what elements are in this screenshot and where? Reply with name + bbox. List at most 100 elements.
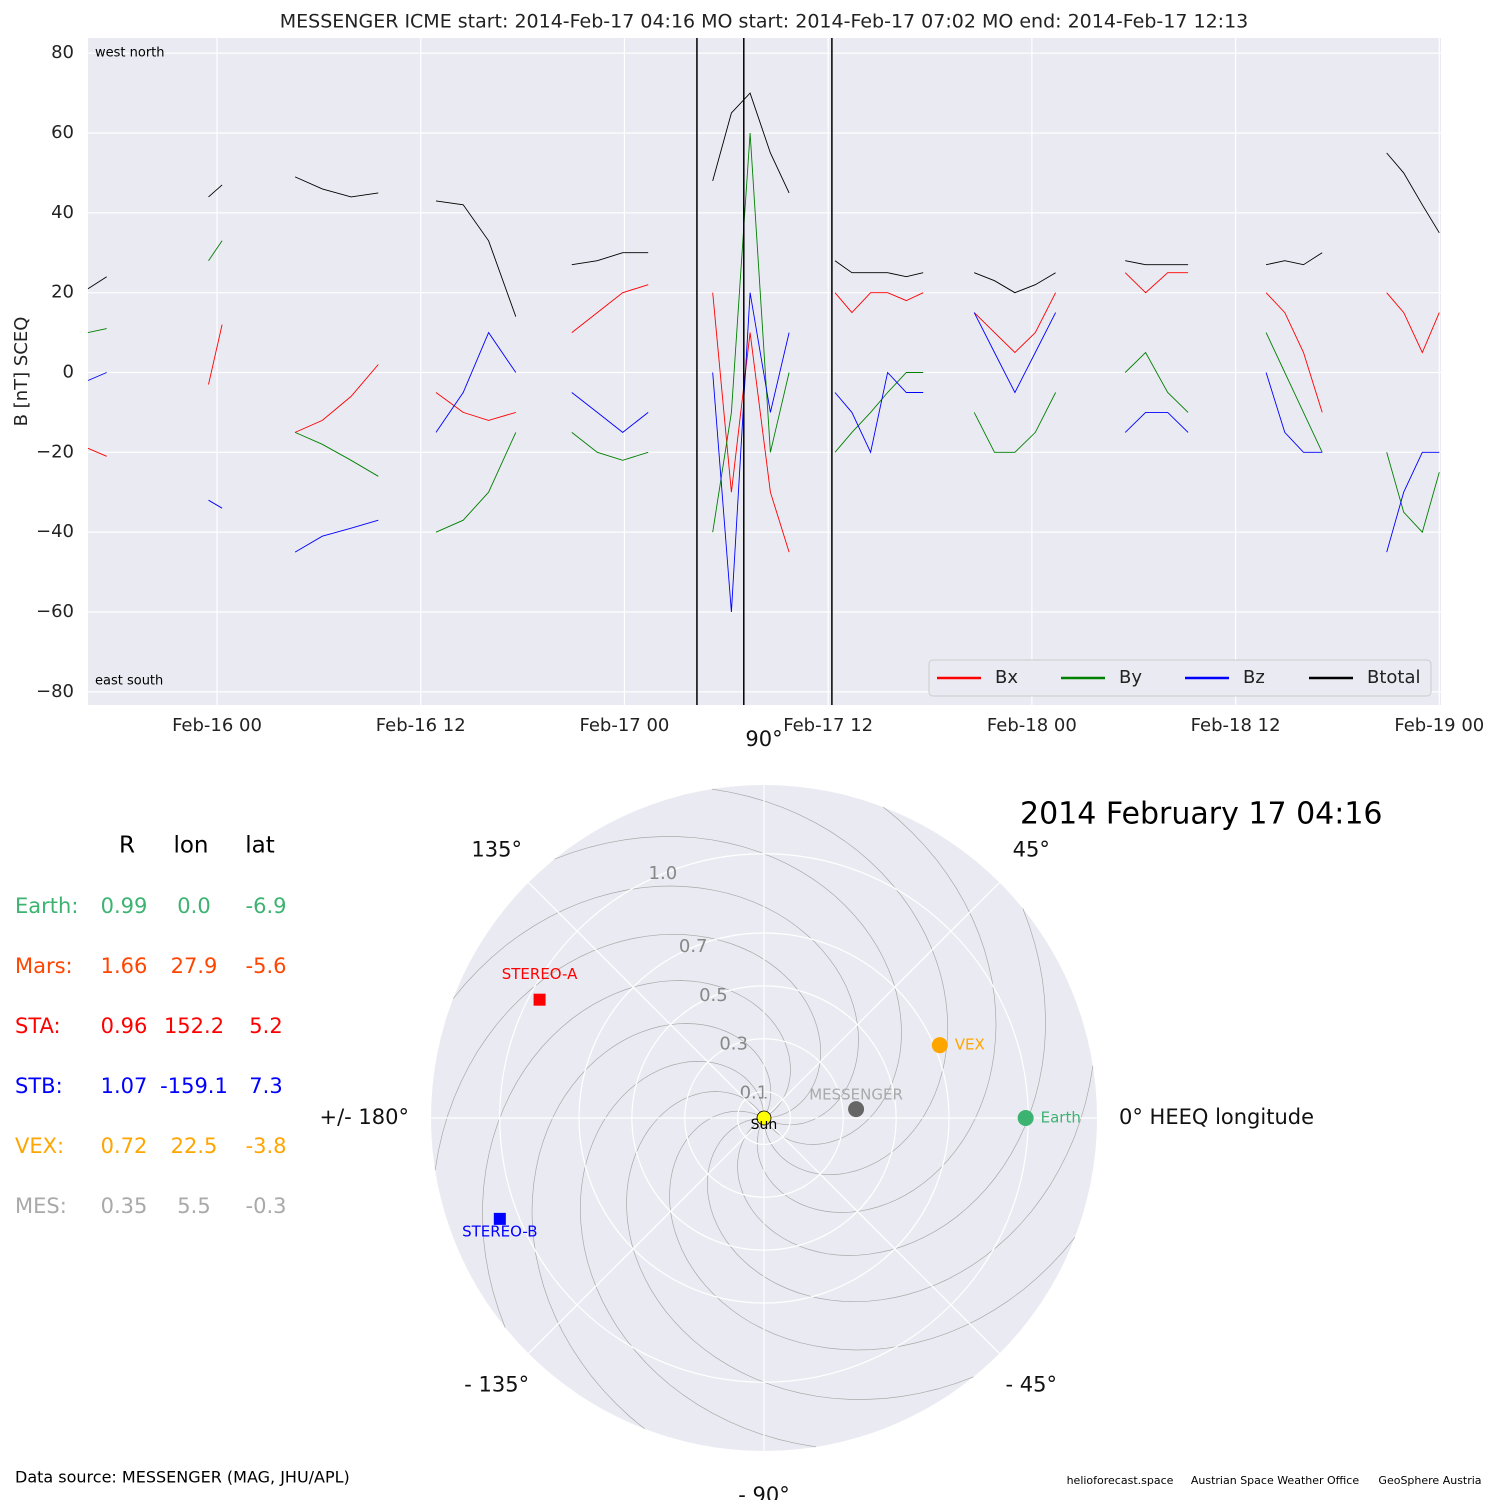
parker-spiral (711, 788, 949, 1175)
sun-label: Sun (751, 1117, 778, 1133)
legend-label: Bz (1243, 667, 1265, 688)
parker-spiral (626, 1091, 974, 1400)
table-cell: 0.96 (101, 1014, 148, 1038)
series-line (87, 132, 1440, 534)
spirals (434, 788, 1094, 1448)
parker-spiral (737, 908, 1046, 1256)
table-name: Earth: (15, 894, 78, 918)
parker-spiral (756, 806, 997, 1213)
parker-spiral (707, 1065, 1094, 1303)
body-label: STEREO-A (502, 965, 578, 983)
parker-spiral (434, 933, 821, 1171)
table-cell: 7.3 (249, 1074, 282, 1098)
y-tick-label: −20 (36, 441, 74, 462)
series-line (87, 292, 1440, 613)
plot-area (88, 38, 1441, 705)
body-marker (493, 1212, 506, 1225)
table-header: lon (173, 833, 208, 859)
theta-tick-label: - 90° (738, 1483, 789, 1500)
table-name: STA: (15, 1014, 61, 1038)
theta-tick-label: 0° HEEQ longitude (1119, 1105, 1314, 1129)
theta-tick-label: 135° (471, 838, 522, 862)
table-name: STB: (15, 1074, 63, 1098)
y-tick-label: −80 (36, 681, 74, 702)
parker-spiral (531, 1023, 772, 1430)
chart-title: MESSENGER ICME start: 2014-Feb-17 04:16 … (280, 11, 1249, 33)
x-tick-label: Feb-18 00 (987, 715, 1077, 736)
y-tick-label: −60 (36, 601, 74, 622)
table-cell: -0.3 (246, 1194, 287, 1218)
table-cell: 152.2 (164, 1014, 224, 1038)
y-tick-label: −40 (36, 521, 74, 542)
y-axis-label: B [nT] SCEQ (11, 317, 32, 427)
body-marker (533, 993, 546, 1006)
y-tick-label: 20 (51, 282, 74, 303)
annotation: west north (95, 46, 165, 61)
credit: helioforecast.space (1067, 1474, 1174, 1487)
parker-spiral (452, 885, 859, 1126)
parker-spiral (579, 1061, 817, 1448)
legend-label: By (1119, 667, 1142, 688)
x-tick-label: Feb-17 00 (579, 715, 669, 736)
body-label: Earth (1041, 1109, 1081, 1127)
body-label: MESSENGER (809, 1086, 903, 1104)
theta-tick-label: - 135° (464, 1372, 529, 1396)
table-cell: 5.2 (249, 1014, 282, 1038)
r-tick-label: 0.7 (679, 936, 708, 957)
table-cell: 5.5 (177, 1194, 210, 1218)
theta-tick-label: 90° (745, 727, 782, 751)
body-label: STEREO-B (462, 1222, 537, 1240)
table-cell: 0.99 (101, 894, 148, 918)
x-tick-label: Feb-16 12 (376, 715, 466, 736)
theta-grid (763, 1117, 1000, 1354)
y-tick-label: 60 (51, 122, 74, 143)
table-cell: 22.5 (171, 1134, 218, 1158)
table-cell: -5.6 (246, 954, 287, 978)
parker-spiral (554, 836, 902, 1145)
table-cell: 0.72 (101, 1134, 148, 1158)
theta-grid (528, 882, 765, 1119)
parker-spiral (482, 980, 791, 1328)
table-header: lat (245, 833, 275, 859)
theta-grid (763, 882, 1000, 1119)
table-name: Mars: (15, 954, 73, 978)
body-marker (1017, 1110, 1034, 1126)
table-cell: -6.9 (246, 894, 287, 918)
theta-tick-label: 45° (1013, 838, 1050, 862)
x-tick-label: Feb-16 00 (172, 715, 262, 736)
table-cell: 0.35 (101, 1194, 148, 1218)
y-tick-label: 0 (63, 361, 74, 382)
data-source: Data source: MESSENGER (MAG, JHU/APL) (15, 1468, 350, 1487)
sun-marker (756, 1110, 772, 1126)
theta-tick-label: +/- 180° (319, 1105, 409, 1129)
y-tick-label: 40 (51, 202, 74, 223)
r-tick-label: 1.0 (649, 863, 678, 884)
table-cell: 0.0 (177, 894, 210, 918)
r-tick-label: 0.3 (719, 1034, 748, 1055)
credit: GeoSphere Austria (1378, 1474, 1481, 1487)
y-tick-label: 80 (51, 42, 74, 63)
theta-grid (528, 1117, 765, 1354)
series-line (87, 272, 1440, 553)
x-tick-label: Feb-19 00 (1394, 715, 1484, 736)
r-tick-label: 0.5 (699, 985, 728, 1006)
theta-tick-label: - 45° (1006, 1372, 1057, 1396)
table-cell: -3.8 (246, 1134, 287, 1158)
r-tick-label: 0.1 (740, 1083, 769, 1104)
body-label: VEX (955, 1036, 985, 1054)
series-line (87, 92, 1440, 317)
table-cell: 1.07 (101, 1074, 148, 1098)
table-cell: 27.9 (171, 954, 218, 978)
table-name: VEX: (15, 1134, 64, 1158)
table-cell: -159.1 (160, 1074, 228, 1098)
legend-label: Bx (995, 667, 1018, 688)
date-label: 2014 February 17 04:16 (1020, 797, 1383, 832)
legend-box (928, 659, 1432, 697)
table-cell: 1.66 (101, 954, 148, 978)
parker-spiral (669, 1110, 1076, 1351)
table-header: R (119, 833, 135, 859)
table-name: MES: (15, 1194, 67, 1218)
body-marker (848, 1101, 865, 1118)
